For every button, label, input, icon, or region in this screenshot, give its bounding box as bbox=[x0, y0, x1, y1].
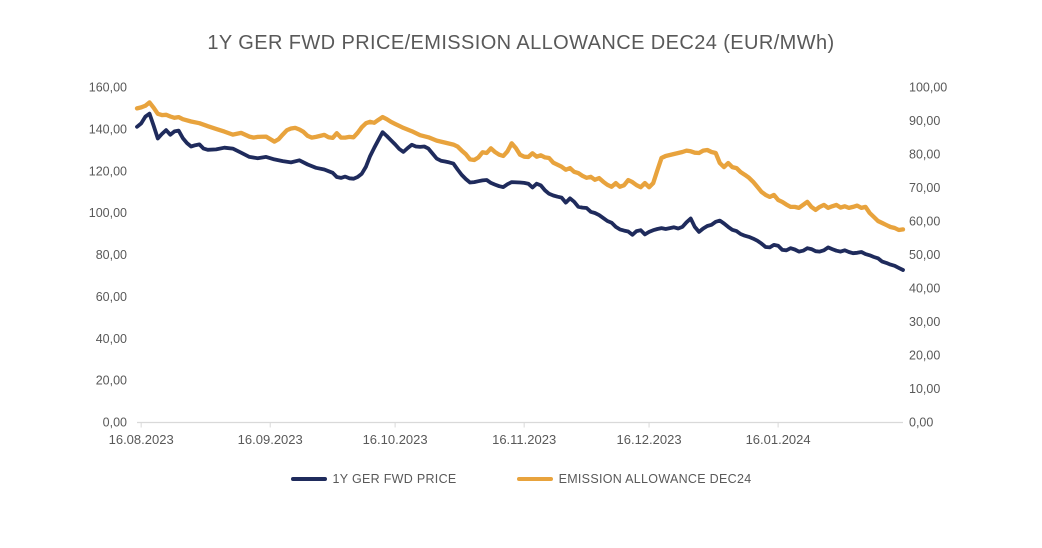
y-axis-right-tick-label: 80,00 bbox=[909, 148, 940, 162]
y-axis-right-tick-label: 100,00 bbox=[909, 81, 947, 95]
y-axis-right-tick-label: 70,00 bbox=[909, 181, 940, 195]
chart-title: 1Y GER FWD PRICE/EMISSION ALLOWANCE DEC2… bbox=[207, 32, 835, 54]
y-axis-left-tick-label: 40,00 bbox=[96, 332, 127, 346]
y-axis-right-tick-label: 20,00 bbox=[909, 349, 940, 363]
y-axis-left-tick-label: 120,00 bbox=[89, 164, 127, 178]
y-axis-right-tick-label: 40,00 bbox=[909, 282, 940, 296]
y-axis-right-tick-label: 30,00 bbox=[909, 315, 940, 329]
legend-marker-fwd-price bbox=[290, 477, 327, 481]
legend-label-emission-allowance: EMISSION ALLOWANCE DEC24 bbox=[558, 472, 752, 486]
y-axis-right-tick-label: 10,00 bbox=[909, 382, 940, 396]
legend-item-emission-allowance: EMISSION ALLOWANCE DEC24 bbox=[516, 472, 752, 486]
x-axis-tick-label: 16.01.2024 bbox=[746, 432, 811, 447]
y-axis-left-tick-label: 80,00 bbox=[96, 248, 127, 262]
y-axis-right-tick-label: 60,00 bbox=[909, 215, 940, 229]
x-axis-tick-label: 16.11.2023 bbox=[492, 432, 556, 447]
y-axis-right-tick-label: 90,00 bbox=[909, 114, 940, 128]
y-axis-left-tick-label: 160,00 bbox=[89, 81, 127, 95]
legend-item-fwd-price: 1Y GER FWD PRICE bbox=[290, 472, 457, 486]
y-axis-left-tick-label: 20,00 bbox=[96, 374, 127, 388]
chart-legend: 1Y GER FWD PRICE EMISSION ALLOWANCE DEC2… bbox=[0, 472, 1042, 486]
y-axis-left-tick-label: 0,00 bbox=[103, 416, 127, 430]
y-axis-left-tick-label: 60,00 bbox=[96, 290, 127, 304]
y-axis-left-tick-label: 100,00 bbox=[89, 206, 127, 220]
x-axis-tick-label: 16.08.2023 bbox=[109, 432, 174, 447]
series-line-emission-allowance-dec24 bbox=[134, 100, 906, 233]
y-axis-left-tick-label: 140,00 bbox=[89, 122, 127, 136]
legend-label-fwd-price: 1Y GER FWD PRICE bbox=[332, 472, 457, 486]
x-axis-tick-label: 16.09.2023 bbox=[238, 432, 303, 447]
y-axis-right-tick-label: 50,00 bbox=[909, 248, 940, 262]
x-axis-tick-label: 16.12.2023 bbox=[617, 432, 682, 447]
legend-marker-emission-allowance bbox=[516, 477, 553, 481]
x-axis-tick-label: 16.10.2023 bbox=[363, 432, 428, 447]
series-line-1y-ger-fwd-price bbox=[135, 111, 905, 272]
y-axis-right-tick-label: 0,00 bbox=[909, 416, 933, 430]
